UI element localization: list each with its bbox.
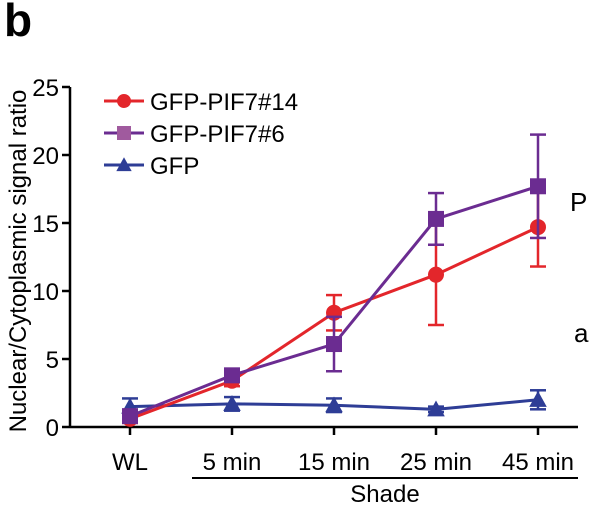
- data-point: [326, 336, 342, 353]
- series-GFP-PIF7#6: [122, 133, 546, 425]
- series-layer: [121, 133, 547, 427]
- y-tick-label: 15: [32, 211, 59, 238]
- x-tick-label: WL: [112, 449, 148, 476]
- data-point: [530, 178, 546, 195]
- data-point: [223, 395, 241, 411]
- legend-item: GFP: [104, 153, 199, 180]
- legend-label: GFP: [150, 153, 199, 180]
- axes: 0 5 10 15 20 25 WL 5 min 15 min 25 min 45 min: [32, 75, 578, 479]
- y-tick-label: 0: [46, 415, 59, 442]
- y-axis-title: Nuclear/Cytoplasmic signal ratio: [5, 90, 32, 433]
- y-tick-label: 5: [46, 347, 59, 374]
- data-point: [529, 391, 547, 407]
- data-point: [224, 367, 240, 384]
- data-point: [325, 396, 343, 413]
- x-axis-group-label: Shade: [350, 481, 419, 508]
- legend-item: GFP-PIF7#6: [104, 121, 285, 148]
- data-point: [428, 210, 444, 227]
- data-point: [122, 408, 138, 425]
- x-tick-label: 15 min: [298, 449, 370, 476]
- side-fragment-bottom: a: [574, 318, 589, 348]
- legend-label: GFP-PIF7#14: [150, 89, 298, 116]
- legend-item: GFP-PIF7#14: [104, 89, 298, 116]
- legend-marker: [116, 157, 132, 172]
- y-tick-label: 25: [32, 75, 59, 102]
- legend-marker: [117, 94, 131, 108]
- x-tick-label: 25 min: [400, 449, 472, 476]
- legend-marker: [117, 126, 131, 140]
- legend: GFP-PIF7#14 GFP-PIF7#6 GFP: [104, 89, 298, 180]
- x-tick-label: 5 min: [203, 449, 262, 476]
- data-point: [427, 400, 445, 417]
- y-tick-label: 20: [32, 143, 59, 170]
- legend-label: GFP-PIF7#6: [150, 121, 285, 148]
- data-point: [428, 266, 444, 283]
- y-tick-label: 10: [32, 279, 59, 306]
- side-fragment-top: P: [570, 187, 587, 217]
- x-tick-label: 45 min: [502, 449, 574, 476]
- panel-label: b: [4, 0, 32, 46]
- series-GFP-PIF7#14: [122, 186, 546, 427]
